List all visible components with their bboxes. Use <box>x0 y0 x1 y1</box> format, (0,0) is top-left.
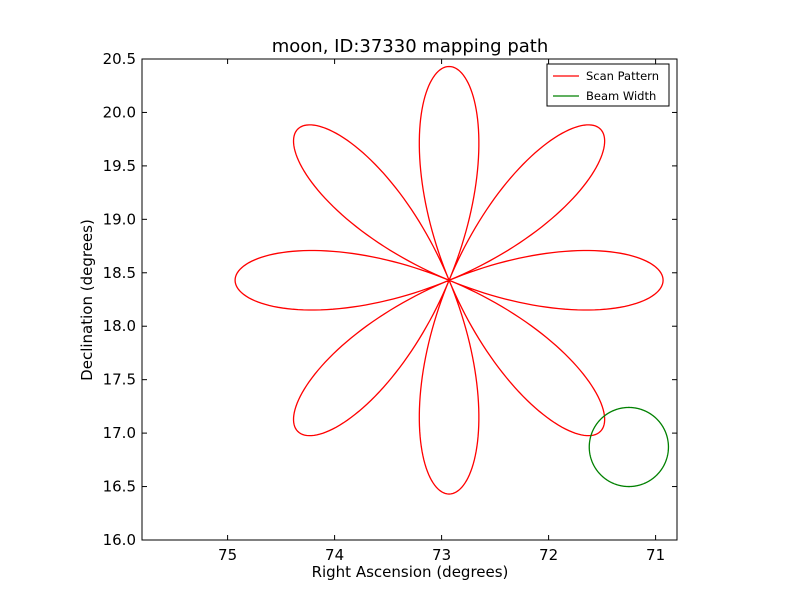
x-axis-label: Right Ascension (degrees) <box>312 563 509 581</box>
series-layer <box>234 65 670 495</box>
y-tick-label: 17.5 <box>103 371 136 389</box>
plot-frame <box>141 58 678 541</box>
x-tick-label: 74 <box>325 546 344 564</box>
scan-pattern-line <box>234 65 664 495</box>
x-axis: 75 74 73 72 71 <box>218 59 665 564</box>
x-tick-label: 75 <box>218 546 237 564</box>
plot-area <box>141 58 678 541</box>
x-tick-label: 72 <box>539 546 558 564</box>
y-tick-label: 20.5 <box>103 50 136 68</box>
x-tick-label: 71 <box>646 546 665 564</box>
y-tick-label: 18.5 <box>103 264 136 282</box>
y-tick-label: 20.0 <box>103 103 136 121</box>
y-tick-label: 19.0 <box>103 210 136 228</box>
y-tick-label: 19.5 <box>103 157 136 175</box>
beam-width-circle <box>588 406 670 488</box>
legend-entry: Scan Pattern <box>586 69 659 83</box>
y-tick-label: 17.0 <box>103 424 136 442</box>
y-tick-label: 16.0 <box>103 531 136 549</box>
legend-box <box>546 63 670 107</box>
x-tick-label: 73 <box>432 546 451 564</box>
legend-entry: Beam Width <box>586 89 656 103</box>
y-axis-label: Declination (degrees) <box>78 219 96 381</box>
chart-title: moon, ID:37330 mapping path <box>272 36 549 57</box>
y-tick-label: 16.5 <box>103 478 136 496</box>
y-axis: 16.0 16.5 17.0 17.5 18.0 18.5 19.0 19.5 20.0 20.5 <box>103 50 677 549</box>
y-tick-label: 18.0 <box>103 317 136 335</box>
legend: Scan Pattern Beam Width <box>546 63 670 107</box>
